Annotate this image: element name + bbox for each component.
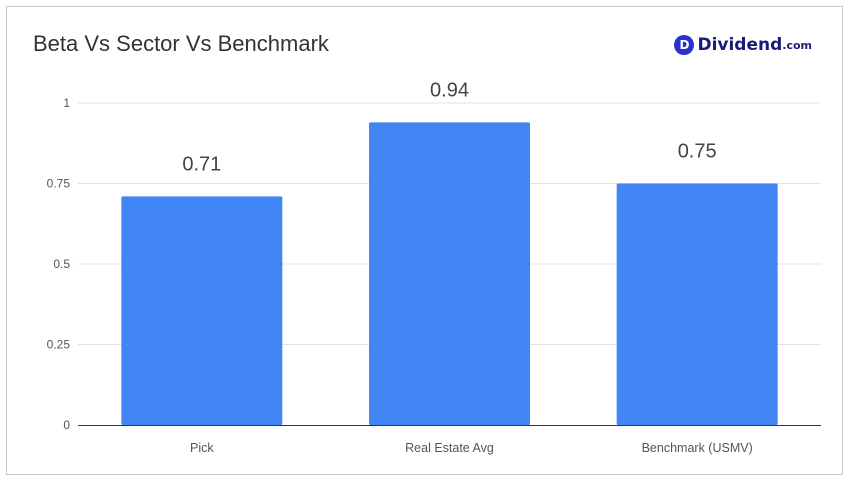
x-category-label: Pick xyxy=(190,441,214,455)
x-category-label: Real Estate Avg xyxy=(405,441,494,455)
dividend-logo-icon: D xyxy=(674,35,695,55)
y-tick-label: 0.75 xyxy=(47,177,71,191)
bars xyxy=(121,122,778,426)
y-tick-label: 1 xyxy=(63,96,70,110)
data-label: 0.94 xyxy=(430,79,469,101)
bar[interactable] xyxy=(369,122,530,425)
data-label: 0.71 xyxy=(182,153,221,175)
brand-logo[interactable]: D Dividend .com xyxy=(674,35,812,55)
x-axis-categories: Pick Real Estate Avg Benchmark (USMV) xyxy=(190,441,753,455)
y-tick-label: 0 xyxy=(63,418,70,432)
y-axis-ticks: 0 0.25 0.5 0.75 1 xyxy=(47,96,71,432)
x-category-label: Benchmark (USMV) xyxy=(642,441,753,455)
data-label: 0.75 xyxy=(678,141,717,163)
bar[interactable] xyxy=(121,196,283,425)
brand-name: Dividend xyxy=(697,35,783,55)
y-tick-label: 0.5 xyxy=(53,257,70,271)
chart-title: Beta Vs Sector Vs Benchmark xyxy=(33,31,329,56)
data-labels: 0.71 0.94 0.75 xyxy=(182,79,716,175)
brand-tld: .com xyxy=(782,38,812,52)
y-tick-label: 0.25 xyxy=(47,338,71,352)
bar[interactable] xyxy=(616,183,778,426)
